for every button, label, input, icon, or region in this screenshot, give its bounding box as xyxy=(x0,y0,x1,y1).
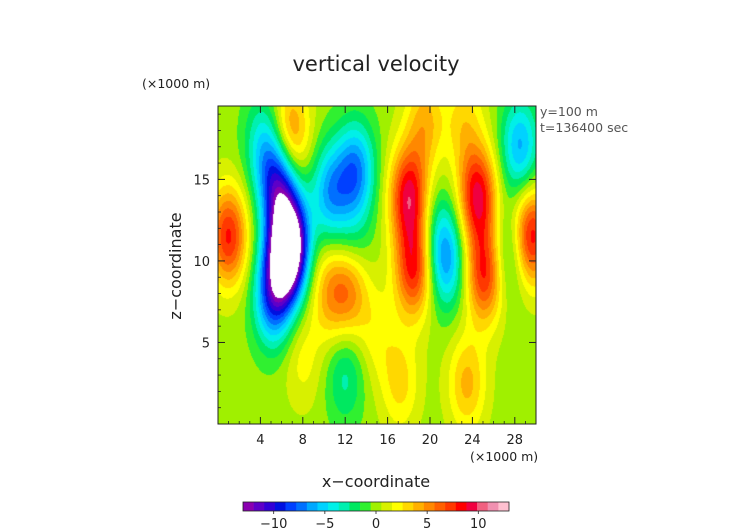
x-tick-label: 24 xyxy=(464,433,481,448)
y-axis-label: z−coordinate xyxy=(166,212,185,319)
x-tick-label: 12 xyxy=(337,433,354,448)
x-axis-unit: (×1000 m) xyxy=(470,449,538,464)
x-tick-label: 8 xyxy=(299,433,307,448)
colorbar-swatch xyxy=(477,502,489,511)
colorbar-swatch xyxy=(455,502,467,511)
colorbar-swatch xyxy=(498,502,510,511)
x-ticks: 4 8 12 16 20 24 28 xyxy=(228,106,526,448)
annotation-time: t=136400 sec xyxy=(540,120,628,135)
x-axis-label: x−coordinate xyxy=(322,472,430,491)
y-axis-unit: (×1000 m) xyxy=(142,76,210,91)
colorbar xyxy=(242,501,510,512)
colorbar-tick-label: 0 xyxy=(372,517,380,532)
y-tick-label: 15 xyxy=(193,173,210,188)
colorbar-tick-label: −5 xyxy=(315,517,334,532)
colorbar-swatch xyxy=(274,502,286,511)
plot-area xyxy=(218,106,536,424)
colorbar-swatch xyxy=(423,502,435,511)
annotation-y: y=100 m xyxy=(540,104,598,119)
chart-title: vertical velocity xyxy=(292,52,459,76)
x-tick-label: 16 xyxy=(379,433,396,448)
colorbar-swatch xyxy=(264,502,276,511)
colorbar-swatch xyxy=(243,502,254,511)
colorbar-swatch xyxy=(338,502,350,511)
colorbar-swatch xyxy=(391,502,403,511)
colorbar-swatch xyxy=(402,502,414,511)
x-tick-label: 20 xyxy=(422,433,439,448)
colorbar-swatch xyxy=(434,502,446,511)
colorbar-swatch xyxy=(328,502,340,511)
colorbar-swatch xyxy=(445,502,457,511)
colorbar-swatch xyxy=(306,502,318,511)
colorbar-swatch xyxy=(413,502,425,511)
colorbar-tick-label: −10 xyxy=(260,517,287,532)
x-tick-label: 28 xyxy=(507,433,524,448)
colorbar-swatch xyxy=(349,502,361,511)
colorbar-swatch xyxy=(360,502,371,511)
heatmap-field xyxy=(218,106,536,424)
colorbar-swatch xyxy=(296,502,308,511)
colorbar-swatch xyxy=(317,502,329,511)
colorbar-swatch xyxy=(370,502,382,511)
colorbar-tick-label: 10 xyxy=(470,517,487,532)
colorbar-swatch xyxy=(466,502,478,511)
colorbar-swatch xyxy=(381,502,393,511)
y-ticks: 5 10 15 xyxy=(193,113,536,409)
y-tick-label: 5 xyxy=(202,336,210,351)
colorbar-swatch xyxy=(285,502,297,511)
colorbar-ticks: −10 −5 0 5 10 xyxy=(260,511,487,532)
y-tick-label: 10 xyxy=(193,255,210,270)
x-tick-label: 4 xyxy=(256,433,264,448)
colorbar-swatch xyxy=(487,502,499,511)
colorbar-tick-label: 5 xyxy=(423,517,431,532)
colorbar-swatch xyxy=(253,502,265,511)
